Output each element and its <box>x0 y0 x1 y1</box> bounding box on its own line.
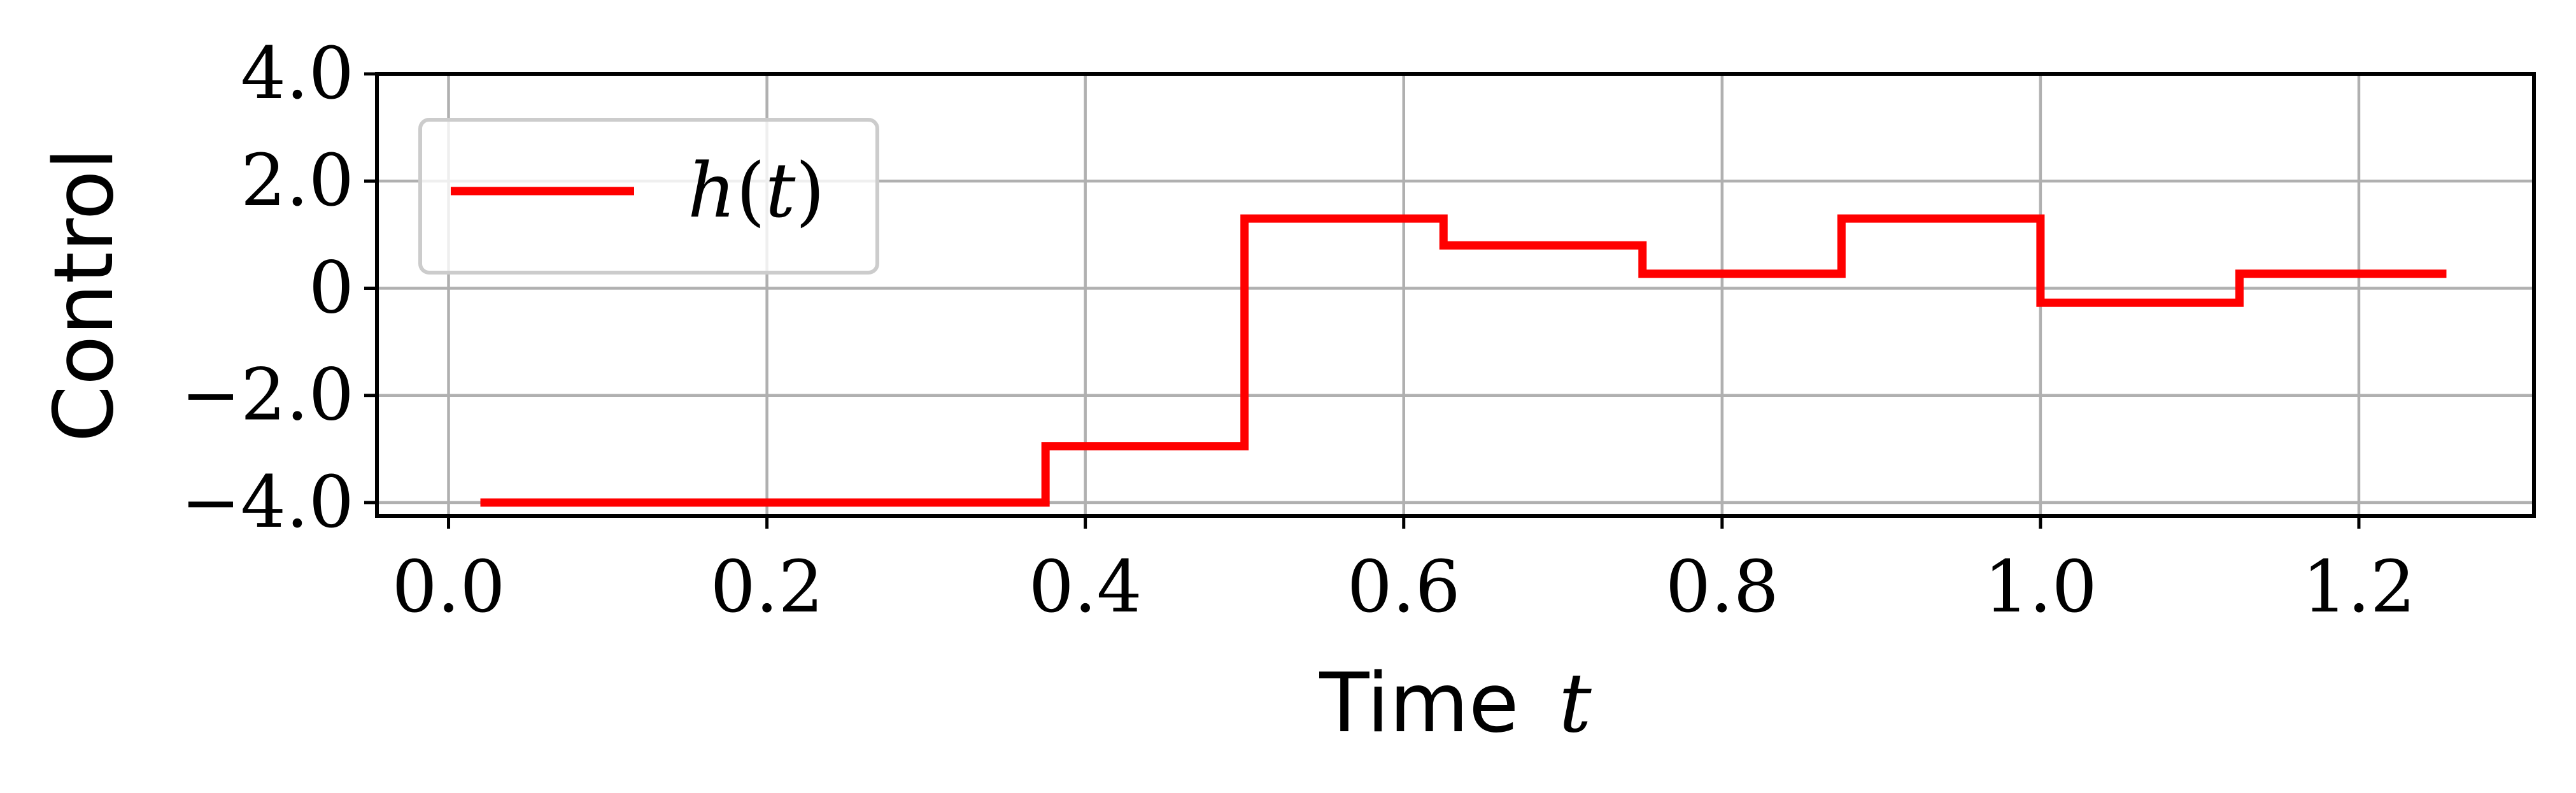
y-tick-label: 4.0 <box>241 32 354 115</box>
legend-func: h <box>688 146 736 234</box>
y-tick-label: −4.0 <box>181 461 354 544</box>
y-tick-label: −2.0 <box>181 354 354 437</box>
x-tick-label: 0.6 <box>1347 546 1461 629</box>
x-tick-label: 1.0 <box>1984 546 2097 629</box>
x-tick-label: 0.8 <box>1666 546 1779 629</box>
x-tick-label: 0.2 <box>711 546 824 629</box>
series-layer <box>480 214 2447 507</box>
x-tick-label: 1.2 <box>2302 546 2416 629</box>
x-axis-label-text: Time <box>1319 656 1518 751</box>
series-line-0 <box>480 214 2447 507</box>
x-tick-label: 0.4 <box>1029 546 1142 629</box>
legend: h(t) <box>418 118 879 275</box>
ticks: 0.0 0.2 0.4 0.6 0.8 1.0 1.2 −4.0 −2.0 0 2.0 4.0 <box>181 32 2416 629</box>
y-axis-label: Control <box>37 148 132 443</box>
x-axis-label-variable: t <box>1559 656 1592 751</box>
legend-box <box>418 118 879 275</box>
legend-label-h: h(t) <box>688 146 825 234</box>
y-tick-label: 2.0 <box>241 139 354 222</box>
legend-open-paren: ( <box>736 146 765 234</box>
y-tick-label: 0 <box>309 246 354 329</box>
x-axis-label: Time t <box>1319 656 1592 751</box>
legend-close-paren: ) <box>795 146 824 234</box>
plot-frame <box>375 72 2536 518</box>
legend-arg: t <box>765 146 796 234</box>
x-tick-label: 0.0 <box>392 546 505 629</box>
